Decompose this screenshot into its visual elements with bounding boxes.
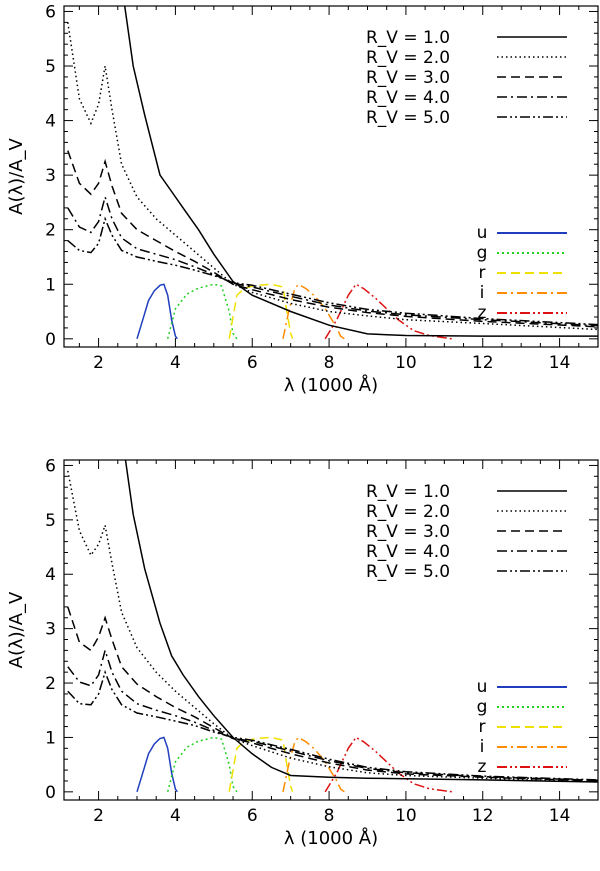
x-tick-label: 2 xyxy=(93,353,104,373)
y-axis-label: A(λ)/A_V xyxy=(6,591,27,668)
legend-label-rv-3: R_V = 3.0 xyxy=(366,68,450,88)
legend-label-filter-g: g xyxy=(477,697,488,717)
y-tick-label: 0 xyxy=(45,330,56,350)
x-tick-label: 6 xyxy=(247,806,258,826)
legend-label-rv-5: R_V = 5.0 xyxy=(366,562,450,582)
filter-curve-u xyxy=(136,283,178,340)
legend-label-rv-2: R_V = 2.0 xyxy=(366,502,450,522)
legend-label-filter-u: u xyxy=(477,223,488,243)
y-tick-label: 0 xyxy=(45,783,56,803)
extinction-curve-rv-2 xyxy=(67,470,598,783)
legend-label-rv-2: R_V = 2.0 xyxy=(366,48,450,68)
legend-label-rv-4: R_V = 4.0 xyxy=(366,88,450,108)
x-axis-label: λ (1000 Å) xyxy=(284,374,378,396)
x-tick-label: 12 xyxy=(472,806,494,826)
y-tick-label: 6 xyxy=(45,456,56,476)
y-axis-label: A(λ)/A_V xyxy=(6,137,27,214)
x-tick-label: 8 xyxy=(324,806,335,826)
extinction-curve-rv-4 xyxy=(67,194,598,327)
y-tick-label: 1 xyxy=(45,275,56,295)
y-tick-label: 5 xyxy=(45,57,56,77)
extinction-curve-rv-3 xyxy=(67,150,598,328)
x-tick-label: 2 xyxy=(93,806,104,826)
extinction-curve-rv-3 xyxy=(67,606,598,782)
x-tick-label: 14 xyxy=(549,806,571,826)
filter-curve-r xyxy=(228,283,294,340)
extinction-curve-rv-1 xyxy=(124,460,598,783)
legend-label-filter-r: r xyxy=(479,263,486,283)
curves-group xyxy=(67,460,598,793)
y-tick-label: 5 xyxy=(45,511,56,531)
filter-curve-i xyxy=(282,736,345,793)
y-tick-label: 1 xyxy=(45,728,56,748)
extinction-curve-rv-2 xyxy=(67,22,598,331)
legend-label-rv-5: R_V = 5.0 xyxy=(366,108,450,128)
x-tick-label: 10 xyxy=(395,806,417,826)
legend-label-filter-i: i xyxy=(480,737,485,757)
x-tick-label: 4 xyxy=(170,353,181,373)
plot-frame xyxy=(63,5,599,348)
legend-label-filter-g: g xyxy=(477,243,488,263)
x-tick-label: 14 xyxy=(549,353,571,373)
y-tick-label: 2 xyxy=(45,674,56,694)
legend-label-filter-z: z xyxy=(478,303,487,323)
x-tick-label: 4 xyxy=(170,806,181,826)
x-tick-label: 12 xyxy=(472,353,494,373)
filter-curve-g xyxy=(166,283,238,340)
filter-curve-z xyxy=(324,736,453,793)
filter-curve-g xyxy=(166,736,238,793)
x-tick-label: 8 xyxy=(324,353,335,373)
y-tick-label: 6 xyxy=(45,2,56,22)
legend-label-filter-u: u xyxy=(477,677,488,697)
plot-frame xyxy=(63,459,599,801)
legend-label-rv-1: R_V = 1.0 xyxy=(366,482,450,502)
legend-label-filter-r: r xyxy=(479,717,486,737)
curves-group xyxy=(67,6,598,340)
filter-curve-r xyxy=(228,736,294,793)
legend-label-filter-i: i xyxy=(480,283,485,303)
x-tick-label: 10 xyxy=(395,353,417,373)
legend-label-rv-1: R_V = 1.0 xyxy=(366,28,450,48)
x-tick-label: 6 xyxy=(247,353,258,373)
extinction-curve-rv-1 xyxy=(123,6,598,337)
y-tick-label: 2 xyxy=(45,221,56,241)
x-axis-label: λ (1000 Å) xyxy=(284,827,378,849)
y-tick-label: 4 xyxy=(45,112,56,132)
y-tick-label: 3 xyxy=(45,620,56,640)
extinction-curve-rv-5 xyxy=(67,216,598,326)
y-tick-label: 3 xyxy=(45,166,56,186)
filter-curve-u xyxy=(136,736,178,793)
filter-curve-z xyxy=(324,283,453,340)
y-tick-label: 4 xyxy=(45,565,56,585)
extinction-curve-rv-4 xyxy=(67,647,598,782)
legend-label-rv-4: R_V = 4.0 xyxy=(366,542,450,562)
extinction-curve-rv-5 xyxy=(67,669,598,781)
legend-label-rv-3: R_V = 3.0 xyxy=(366,522,450,542)
legend-label-filter-z: z xyxy=(478,757,487,777)
